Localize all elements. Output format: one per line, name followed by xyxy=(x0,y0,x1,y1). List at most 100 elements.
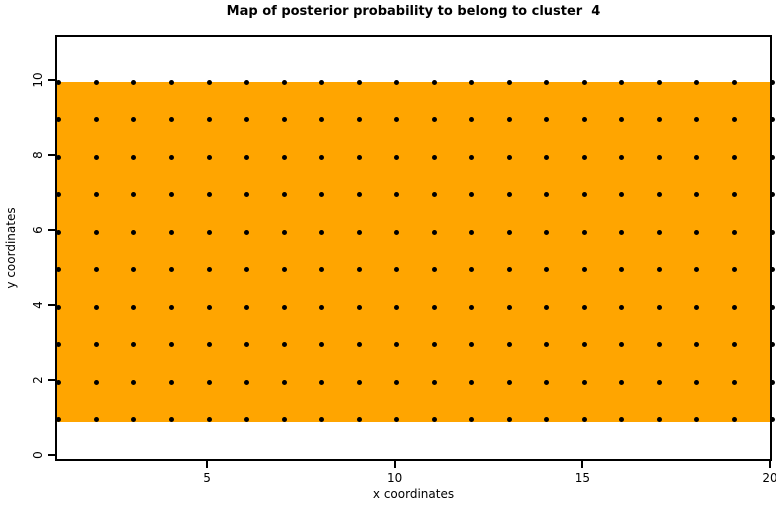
y-tick-mark xyxy=(48,379,55,381)
data-point xyxy=(131,154,137,160)
data-point xyxy=(506,267,512,272)
data-point xyxy=(319,79,325,85)
data-point xyxy=(131,417,137,422)
y-tick-label: 8 xyxy=(31,151,45,159)
data-point xyxy=(93,304,99,310)
plot-area xyxy=(55,35,775,461)
data-point xyxy=(469,79,475,85)
data-point xyxy=(656,192,662,197)
y-axis-label: y coordinates xyxy=(4,207,18,289)
data-point xyxy=(731,79,737,85)
data-point xyxy=(581,154,587,160)
x-tick-label: 10 xyxy=(387,471,403,485)
y-tick-mark xyxy=(48,79,55,81)
data-point xyxy=(394,379,400,385)
data-point xyxy=(244,379,250,385)
chart-title: Map of posterior probability to belong t… xyxy=(226,4,601,19)
data-point xyxy=(619,192,625,197)
y-tick-mark xyxy=(48,154,55,156)
data-point xyxy=(544,192,550,197)
data-point xyxy=(431,79,437,85)
data-point xyxy=(506,154,512,160)
data-point xyxy=(731,342,737,347)
data-point xyxy=(56,117,62,122)
data-point xyxy=(244,79,250,85)
data-point xyxy=(656,117,662,122)
data-point xyxy=(619,379,625,385)
data-point xyxy=(168,342,174,347)
data-point xyxy=(394,79,400,85)
data-point xyxy=(581,379,587,385)
data-point xyxy=(656,304,662,310)
data-point xyxy=(469,342,475,347)
data-point xyxy=(769,417,775,422)
data-point xyxy=(319,117,325,122)
data-point xyxy=(394,229,400,235)
data-point xyxy=(731,117,737,122)
data-point xyxy=(93,79,99,85)
data-point xyxy=(394,304,400,310)
data-point xyxy=(431,117,437,122)
data-point xyxy=(694,304,700,310)
data-point xyxy=(394,342,400,347)
data-point xyxy=(656,342,662,347)
data-point xyxy=(656,79,662,85)
data-point xyxy=(656,379,662,385)
data-point xyxy=(694,267,700,272)
data-point xyxy=(544,379,550,385)
data-point xyxy=(93,379,99,385)
data-point xyxy=(281,229,287,235)
data-point xyxy=(56,379,62,385)
data-point xyxy=(731,267,737,272)
data-point xyxy=(731,154,737,160)
data-point xyxy=(319,342,325,347)
y-tick-label: 0 xyxy=(31,451,45,459)
data-point xyxy=(206,267,212,272)
data-point xyxy=(394,192,400,197)
data-point xyxy=(506,379,512,385)
data-point xyxy=(93,117,99,122)
data-point xyxy=(431,229,437,235)
data-point xyxy=(694,192,700,197)
data-point xyxy=(694,79,700,85)
data-point xyxy=(469,192,475,197)
data-point xyxy=(544,229,550,235)
data-point xyxy=(581,342,587,347)
data-point xyxy=(356,192,362,197)
y-tick-label: 2 xyxy=(31,376,45,384)
data-point xyxy=(619,154,625,160)
data-point xyxy=(581,79,587,85)
data-point xyxy=(769,342,775,347)
data-point xyxy=(319,154,325,160)
data-point xyxy=(694,117,700,122)
data-point xyxy=(769,304,775,310)
data-point xyxy=(731,192,737,197)
y-tick-mark xyxy=(48,229,55,231)
data-point xyxy=(206,79,212,85)
data-point xyxy=(506,79,512,85)
data-point xyxy=(168,229,174,235)
data-point xyxy=(356,154,362,160)
data-point xyxy=(244,192,250,197)
data-point xyxy=(394,267,400,272)
data-point xyxy=(619,417,625,422)
data-point xyxy=(93,267,99,272)
data-point xyxy=(168,267,174,272)
data-point xyxy=(506,192,512,197)
data-point xyxy=(544,267,550,272)
x-tick-mark xyxy=(581,461,584,468)
data-point xyxy=(694,229,700,235)
data-point xyxy=(431,154,437,160)
data-point xyxy=(56,304,62,310)
data-point xyxy=(431,192,437,197)
y-tick-label: 6 xyxy=(31,226,45,234)
data-point xyxy=(281,379,287,385)
data-point xyxy=(168,192,174,197)
data-point xyxy=(769,154,775,160)
data-point xyxy=(56,79,62,85)
x-tick-label: 15 xyxy=(574,471,590,485)
data-point xyxy=(281,267,287,272)
data-point xyxy=(581,229,587,235)
data-point xyxy=(206,417,212,422)
